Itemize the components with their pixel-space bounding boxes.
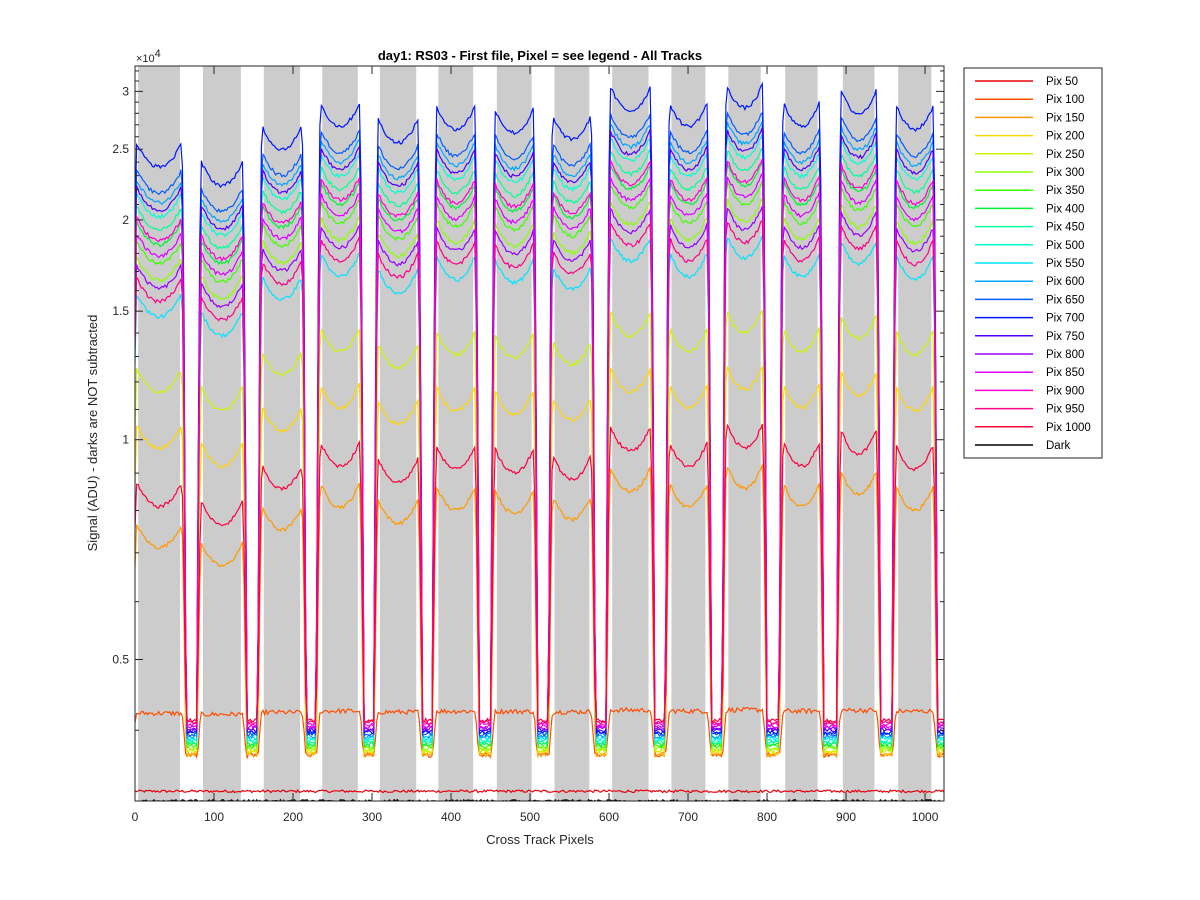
y-tick-label: 0.5 bbox=[112, 652, 129, 666]
series-line-pix-700 bbox=[135, 81, 944, 736]
legend-label: Pix 750 bbox=[1046, 331, 1084, 343]
legend-label: Pix 300 bbox=[1046, 167, 1084, 179]
series-line-pix-50 bbox=[135, 789, 944, 794]
shaded-band bbox=[322, 66, 358, 801]
legend-label: Pix 550 bbox=[1046, 258, 1084, 270]
x-tick-label: 300 bbox=[362, 810, 382, 824]
series-line-pix-250 bbox=[135, 309, 944, 755]
x-axis-label: Cross Track Pixels bbox=[486, 832, 594, 847]
shaded-band bbox=[438, 66, 474, 801]
x-tick-label: 800 bbox=[757, 810, 777, 824]
legend-label: Pix 350 bbox=[1046, 185, 1084, 197]
series-line-pix-850 bbox=[135, 172, 944, 730]
legend-label: Pix 900 bbox=[1046, 385, 1084, 397]
shaded-band bbox=[898, 66, 932, 801]
series-line-pix-350 bbox=[135, 179, 944, 750]
x-tick-label: 200 bbox=[283, 810, 303, 824]
series-line-pix-800 bbox=[135, 205, 944, 732]
legend-label: Pix 100 bbox=[1046, 94, 1084, 106]
legend-label: Pix 450 bbox=[1046, 222, 1084, 234]
x-tick-label: 900 bbox=[836, 810, 856, 824]
series-line-pix-450 bbox=[135, 146, 944, 747]
legend-label: Pix 700 bbox=[1046, 313, 1084, 325]
shaded-band bbox=[612, 66, 649, 801]
legend-label: Pix 600 bbox=[1046, 276, 1084, 288]
y-tick-label: 1.5 bbox=[112, 304, 129, 318]
x-tick-label: 600 bbox=[599, 810, 619, 824]
series-line-pix-550 bbox=[135, 234, 944, 742]
legend: Pix 50 Pix 100 Pix 150 Pix 200 Pix 250 Pix 30… bbox=[963, 67, 1103, 459]
series-line-pix-600 bbox=[135, 121, 944, 740]
legend-label: Pix 50 bbox=[1046, 76, 1078, 88]
series-line-pix-950 bbox=[135, 219, 944, 726]
x-tick-label: 500 bbox=[520, 810, 540, 824]
shaded-band bbox=[671, 66, 706, 801]
legend-label: Dark bbox=[1046, 440, 1071, 452]
series-line-pix-150 bbox=[135, 464, 944, 759]
x-tick-label: 700 bbox=[678, 810, 698, 824]
x-axis-ticks: 0 100 200 300 400 500 600 700 800 900 1000 bbox=[132, 66, 939, 824]
shaded-band bbox=[138, 66, 181, 801]
x-tick-label: 1000 bbox=[912, 810, 939, 824]
legend-label: Pix 1000 bbox=[1046, 422, 1091, 434]
y-tick-label: 3 bbox=[122, 84, 129, 98]
shaded-band bbox=[842, 66, 875, 801]
y-tick-label: 2.5 bbox=[112, 142, 129, 156]
legend-label: Pix 200 bbox=[1046, 131, 1084, 143]
y-axis-ticks: 0.5 1 1.5 2 2.5 3 bbox=[112, 70, 944, 731]
plot-frame bbox=[134, 65, 945, 802]
legend-label: Pix 800 bbox=[1046, 349, 1084, 361]
series-line-pix-900 bbox=[135, 158, 944, 729]
legend-label: Pix 250 bbox=[1046, 149, 1084, 161]
legend-label: Pix 650 bbox=[1046, 294, 1084, 306]
series-line-pix-1000 bbox=[135, 423, 944, 725]
x-tick-label: 100 bbox=[204, 810, 224, 824]
series-lines bbox=[135, 81, 944, 801]
y-tick-label: 2 bbox=[122, 213, 129, 227]
x-tick-label: 400 bbox=[441, 810, 461, 824]
x-tick-label: 0 bbox=[132, 810, 139, 824]
legend-label: Pix 500 bbox=[1046, 240, 1084, 252]
series-line-pix-400 bbox=[135, 160, 944, 749]
legend-label: Pix 150 bbox=[1046, 112, 1084, 124]
legend-label: Pix 400 bbox=[1046, 203, 1084, 215]
shaded-bands bbox=[138, 66, 932, 801]
y-tick-label: 1 bbox=[122, 433, 129, 447]
y-multiplier: ×104 bbox=[136, 48, 161, 65]
shaded-band bbox=[263, 66, 301, 801]
shaded-band bbox=[202, 66, 241, 801]
legend-label: Pix 950 bbox=[1046, 404, 1084, 416]
shaded-band bbox=[496, 66, 532, 801]
y-axis-label: Signal (ADU) - darks are NOT subtracted bbox=[85, 315, 100, 552]
chart-title: day1: RS03 - First file, Pixel = see leg… bbox=[378, 48, 702, 63]
series-line-pix-650 bbox=[135, 110, 944, 738]
legend-label: Pix 850 bbox=[1046, 367, 1084, 379]
shaded-band bbox=[379, 66, 417, 801]
